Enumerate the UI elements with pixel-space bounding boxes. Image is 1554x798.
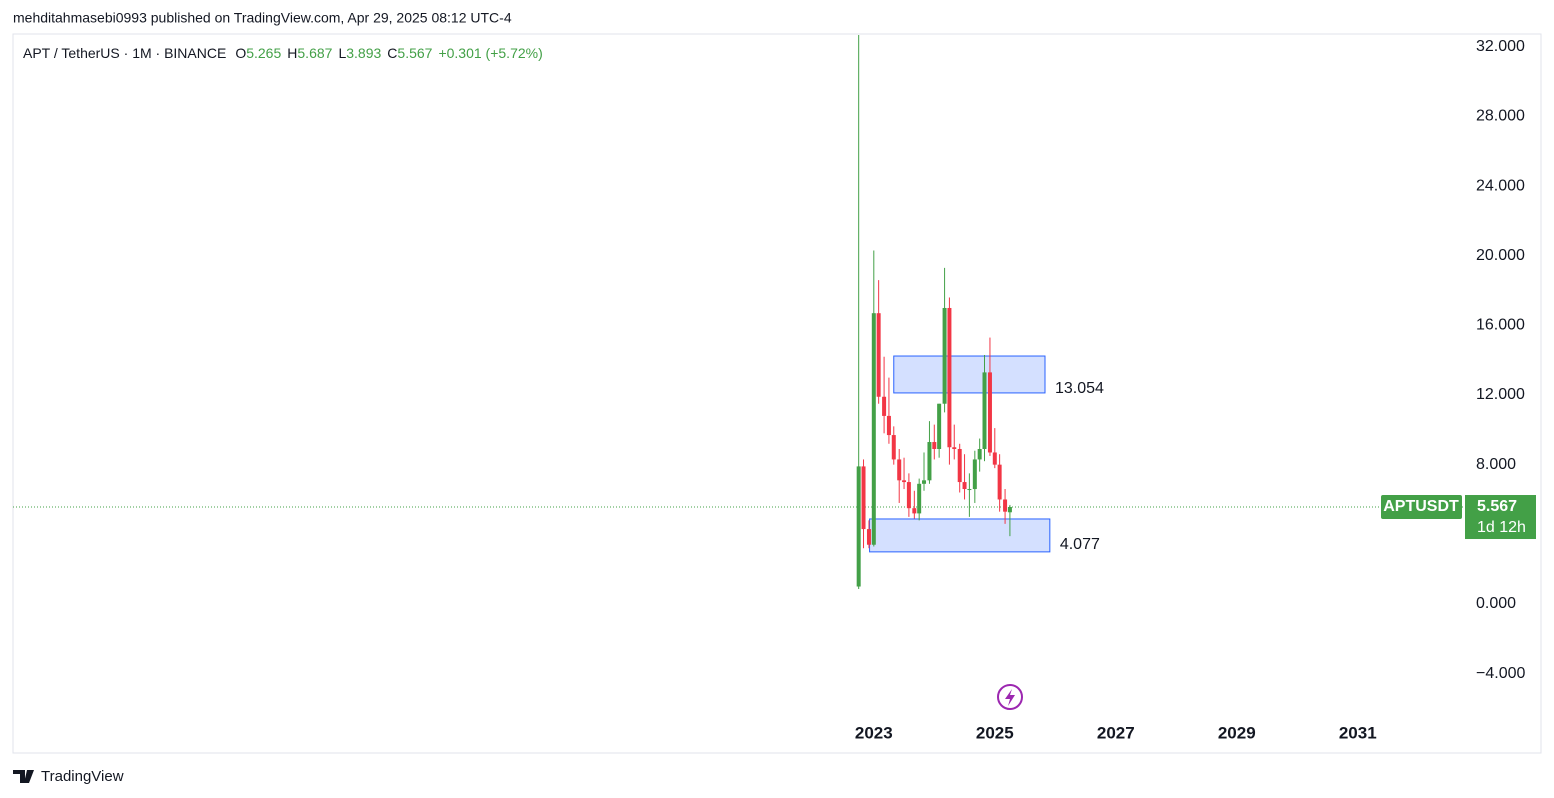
symbol-tag bbox=[1381, 495, 1462, 520]
attribution: mehditahmasebi0993 published on TradingV… bbox=[13, 10, 512, 26]
candle-body bbox=[902, 480, 907, 483]
candle-body bbox=[952, 447, 957, 449]
x-tick-label: 2027 bbox=[1097, 723, 1135, 742]
candle-body bbox=[1007, 507, 1012, 513]
candle-body bbox=[891, 435, 896, 460]
legend-key: C bbox=[387, 45, 397, 61]
legend-change: +0.301 (+5.72%) bbox=[438, 45, 542, 61]
event-icon[interactable] bbox=[997, 684, 1023, 710]
candle-body bbox=[997, 464, 1002, 500]
legend-key: O bbox=[235, 45, 246, 61]
candle-body bbox=[856, 466, 861, 587]
legend-value: 5.567 bbox=[397, 45, 432, 61]
candle-body bbox=[932, 442, 937, 449]
candle-body bbox=[886, 415, 891, 436]
candle-body bbox=[917, 483, 922, 514]
legend-key: L bbox=[338, 45, 346, 61]
candle-body bbox=[972, 459, 977, 490]
x-tick-label: 2029 bbox=[1218, 723, 1256, 742]
candle-body bbox=[957, 448, 962, 483]
candle-body bbox=[992, 452, 997, 465]
tv-logo: TradingView bbox=[13, 768, 124, 785]
plot-area: 13.054 4.077 bbox=[13, 35, 1463, 589]
candle-body bbox=[962, 482, 967, 490]
candle-body bbox=[861, 466, 866, 530]
axes: −4.0000.0004.0008.00012.00016.00020.0002… bbox=[855, 38, 1536, 742]
y-tick-label: −4.000 bbox=[1476, 665, 1525, 682]
y-tick-label: 12.000 bbox=[1476, 386, 1525, 403]
legend-value: 3.893 bbox=[346, 45, 381, 61]
candle-body bbox=[927, 442, 932, 481]
y-tick-label: 16.000 bbox=[1476, 317, 1525, 334]
candle-body bbox=[866, 529, 871, 545]
y-tick-label: 20.000 bbox=[1476, 247, 1525, 264]
symbol-title: APT / TetherUS · 1M · BINANCE bbox=[23, 45, 226, 61]
price-tag-label: 5.567 bbox=[1477, 498, 1517, 515]
legend-value: 5.687 bbox=[297, 45, 332, 61]
candle-body bbox=[912, 508, 917, 514]
candle-body bbox=[906, 482, 911, 509]
x-tick-label: 2025 bbox=[976, 723, 1014, 742]
candle-body bbox=[967, 489, 972, 491]
y-tick-label: 28.000 bbox=[1476, 108, 1525, 125]
legend-text: APT / TetherUS · 1M · BINANCE O5.265 H5.68… bbox=[23, 45, 543, 61]
zone-box bbox=[893, 355, 1046, 394]
countdown-label: 1d 12h bbox=[1477, 519, 1526, 536]
symbol-tag-label: APTUSDT bbox=[1383, 498, 1459, 515]
candle-body bbox=[942, 307, 947, 404]
candle-body bbox=[982, 372, 987, 449]
x-tick-label: 2023 bbox=[855, 723, 893, 742]
candle-body bbox=[947, 307, 952, 448]
y-tick-label: 0.000 bbox=[1476, 595, 1516, 612]
candle-body bbox=[882, 396, 887, 416]
zone-label: 13.054 bbox=[1055, 380, 1104, 397]
y-tick-label: 24.000 bbox=[1476, 177, 1525, 194]
candle-body bbox=[977, 448, 982, 460]
price-tag bbox=[1465, 495, 1536, 540]
legend: APT / TetherUS · 1M · BINANCE O5.265 H5.68… bbox=[23, 45, 543, 61]
chart-frame bbox=[12, 33, 1542, 754]
y-tick-label: 8.000 bbox=[1476, 456, 1516, 473]
candle-body bbox=[937, 403, 942, 449]
candle-body bbox=[897, 459, 902, 481]
candle-body bbox=[876, 313, 881, 397]
y-tick-label: 32.000 bbox=[1476, 38, 1525, 55]
legend-value: 5.265 bbox=[246, 45, 281, 61]
candle-body bbox=[987, 372, 992, 453]
zone-label: 4.077 bbox=[1060, 536, 1100, 553]
x-tick-label: 2031 bbox=[1339, 723, 1377, 742]
legend-key: H bbox=[287, 45, 297, 61]
zone-box bbox=[869, 518, 1051, 553]
candle-body bbox=[1003, 499, 1008, 512]
footer: TradingView bbox=[41, 768, 124, 785]
candle-body bbox=[871, 313, 876, 545]
candle-body bbox=[922, 480, 927, 484]
